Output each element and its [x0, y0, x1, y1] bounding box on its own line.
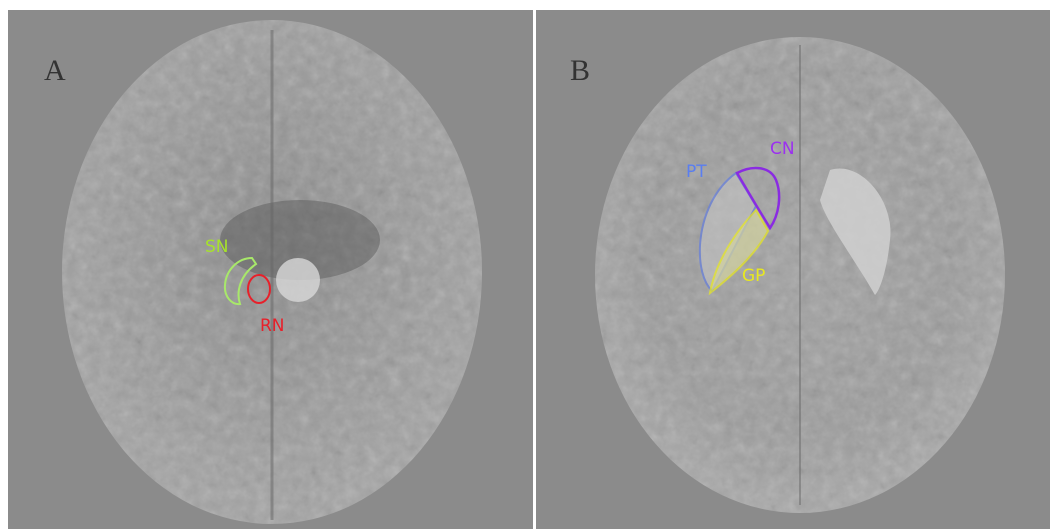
- roi-label: GP: [742, 266, 765, 286]
- roi-label: SN: [205, 237, 229, 257]
- roi-label: PT: [686, 162, 707, 182]
- roi-label: RN: [260, 316, 285, 336]
- panel-a: A SN RN: [8, 10, 533, 529]
- panel-letter: A: [44, 54, 66, 87]
- panel-letter: B: [570, 54, 590, 87]
- panel-b: B PT CN GP: [536, 10, 1050, 529]
- bright-region: [276, 258, 320, 302]
- roi-label: CN: [770, 139, 795, 159]
- figure: A SN RN B PT CN GP: [0, 0, 1050, 529]
